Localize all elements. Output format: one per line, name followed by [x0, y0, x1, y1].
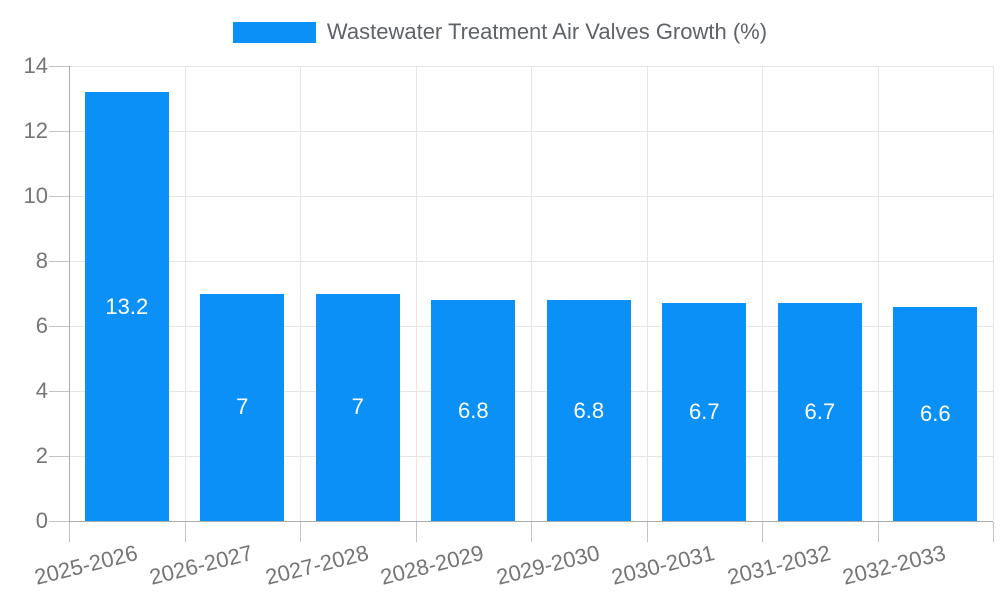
bar-2031-2032[interactable]: 6.7 [777, 303, 862, 522]
gridline-v-7 [877, 66, 879, 521]
bar-2028-2029[interactable]: 6.8 [431, 300, 516, 521]
x-axis-tick [531, 522, 532, 542]
y-axis-tick [49, 521, 69, 522]
bar-value-label: 6.6 [920, 400, 951, 426]
x-tick-label: 2027-2028 [262, 540, 371, 590]
x-axis-tick [184, 522, 186, 542]
gridline-v-8 [993, 66, 994, 521]
x-axis-line [69, 521, 993, 522]
gridline-v-3 [415, 66, 417, 521]
x-axis-tick [646, 522, 648, 542]
y-axis-tick [49, 326, 69, 327]
y-axis-tick [49, 261, 69, 262]
gridline-v-6 [762, 66, 763, 521]
bar-value-label: 6.8 [458, 397, 489, 423]
y-tick-label: 2 [35, 443, 48, 468]
bar-2029-2030[interactable]: 6.8 [546, 300, 631, 521]
y-axis-tick [49, 131, 69, 132]
y-tick-label: 6 [35, 313, 48, 338]
y-axis-tick [49, 196, 69, 197]
x-tick-label: 2025-2026 [31, 540, 140, 590]
x-axis-tick [877, 522, 879, 542]
x-tick-label: 2028-2029 [378, 540, 487, 590]
bar-value-label: 6.7 [804, 399, 836, 425]
x-axis-tick [993, 522, 994, 542]
y-tick-label: 12 [23, 118, 48, 143]
gridline-v-1 [184, 66, 186, 521]
bar-2025-2026[interactable]: 13.2 [84, 92, 169, 521]
bar-2027-2028[interactable]: 7 [315, 293, 400, 521]
x-tick-label: 2030-2031 [609, 540, 718, 590]
x-axis-tick [762, 522, 763, 542]
y-axis-tick [49, 391, 69, 392]
chart-legend[interactable]: Wastewater Treatment Air Valves Growth (… [0, 19, 1000, 45]
gridline-v-4 [531, 66, 532, 521]
x-tick-label: 2031-2032 [724, 540, 833, 590]
y-tick-label: 4 [35, 378, 48, 403]
x-axis-tick [415, 522, 417, 542]
y-tick-label: 8 [35, 248, 48, 273]
bar-2026-2027[interactable]: 7 [200, 293, 285, 521]
x-axis-tick [69, 522, 70, 542]
y-axis-tick [49, 456, 69, 457]
x-tick-label: 2026-2027 [147, 540, 256, 590]
bar-value-label: 7 [351, 394, 364, 420]
bar-value-label: 7 [236, 394, 249, 420]
bar-value-label: 6.8 [573, 397, 605, 423]
x-axis-tick [300, 522, 301, 542]
gridline-v-5 [646, 66, 648, 521]
legend-swatch [232, 21, 316, 43]
y-tick-label: 14 [23, 53, 48, 78]
bar-value-label: 6.7 [689, 399, 720, 425]
y-tick-label: 10 [23, 183, 48, 208]
y-tick-label: 0 [35, 508, 48, 533]
y-axis-tick [49, 66, 69, 67]
gridline-v-2 [300, 66, 301, 521]
x-tick-label: 2032-2033 [840, 540, 949, 590]
y-axis-line [69, 66, 70, 521]
legend-label: Wastewater Treatment Air Valves Growth (… [326, 19, 768, 44]
bar-2030-2031[interactable]: 6.7 [662, 303, 747, 522]
bar-value-label: 13.2 [105, 293, 149, 319]
x-tick-label: 2029-2030 [493, 540, 602, 590]
bar-2032-2033[interactable]: 6.6 [893, 306, 978, 521]
